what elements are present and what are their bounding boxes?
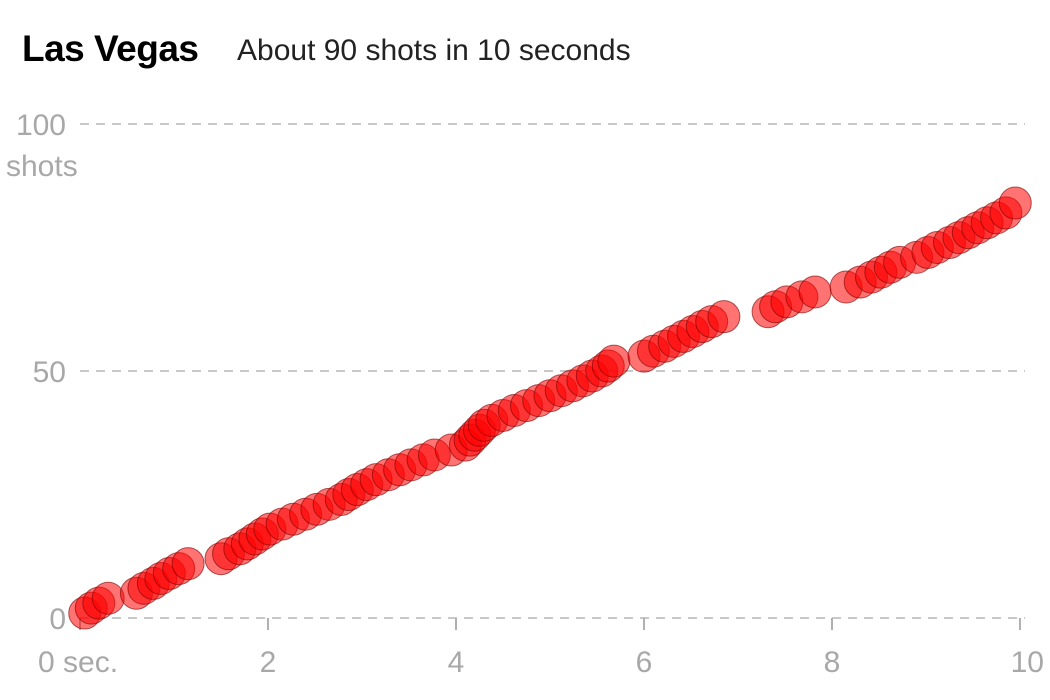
- x-tick-label: 4: [448, 646, 465, 679]
- chart-subtitle: About 90 shots in 10 seconds: [237, 34, 631, 67]
- grid-lines: [80, 123, 1025, 619]
- shot-point: [91, 581, 125, 615]
- shot-point: [798, 275, 832, 309]
- y-tick-label: 0: [49, 603, 66, 636]
- x-tick-label: 0 sec.: [38, 646, 118, 679]
- x-tick-label: 2: [260, 646, 277, 679]
- y-tick-label: 50: [33, 356, 66, 389]
- data-points: [68, 186, 1032, 630]
- shot-point: [998, 186, 1032, 220]
- x-tick-label: 8: [824, 646, 841, 679]
- chart-title: Las Vegas: [22, 28, 199, 69]
- x-tick-label: 6: [636, 646, 653, 679]
- y-axis: 0 50 100 shots: [6, 109, 78, 636]
- y-tick-label: 100: [16, 109, 66, 142]
- shot-point: [597, 344, 631, 378]
- x-axis: 0 sec. 2 4 6 8 10: [38, 618, 1044, 679]
- shot-point: [707, 300, 741, 334]
- y-unit-label: shots: [6, 150, 78, 183]
- x-tick-label: 10: [1011, 646, 1044, 679]
- shot-point: [171, 547, 205, 581]
